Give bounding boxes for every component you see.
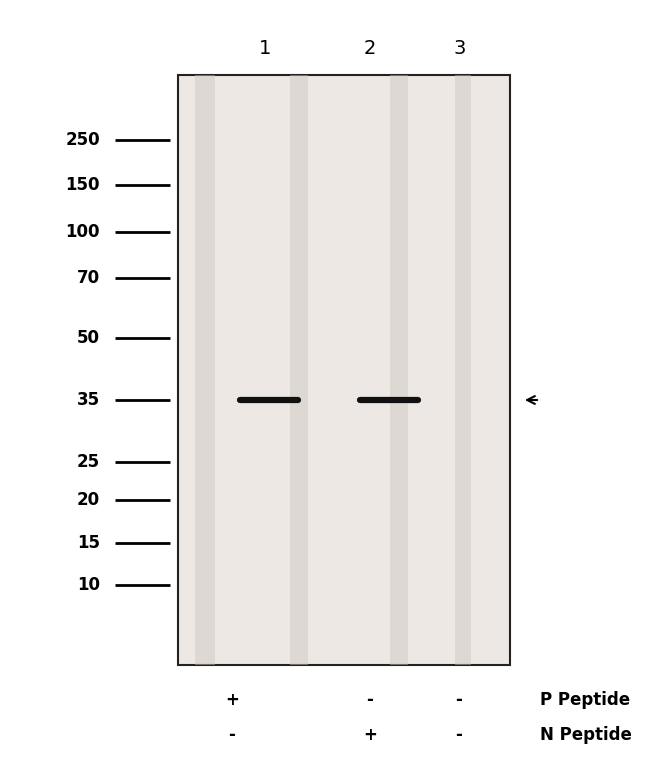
Text: 150: 150 — [66, 176, 100, 194]
Text: 3: 3 — [454, 38, 466, 57]
Text: 10: 10 — [77, 576, 100, 594]
Text: 25: 25 — [77, 453, 100, 471]
Text: 35: 35 — [77, 391, 100, 409]
Bar — [178, 75, 510, 665]
Text: -: - — [367, 691, 374, 709]
Text: +: + — [225, 691, 239, 709]
Text: 1: 1 — [259, 38, 271, 57]
Text: 2: 2 — [364, 38, 376, 57]
Text: -: - — [456, 726, 462, 744]
Text: N Peptide: N Peptide — [540, 726, 632, 744]
Bar — [195, 75, 215, 665]
Text: P Peptide: P Peptide — [540, 691, 630, 709]
Text: 100: 100 — [66, 223, 100, 241]
Text: 20: 20 — [77, 491, 100, 509]
Bar — [390, 75, 408, 665]
Bar — [290, 75, 308, 665]
Text: 70: 70 — [77, 269, 100, 287]
Text: +: + — [363, 726, 377, 744]
Text: 250: 250 — [66, 131, 100, 149]
Bar — [455, 75, 471, 665]
Text: -: - — [456, 691, 462, 709]
Text: -: - — [229, 726, 235, 744]
Text: 50: 50 — [77, 329, 100, 347]
Text: 15: 15 — [77, 534, 100, 552]
